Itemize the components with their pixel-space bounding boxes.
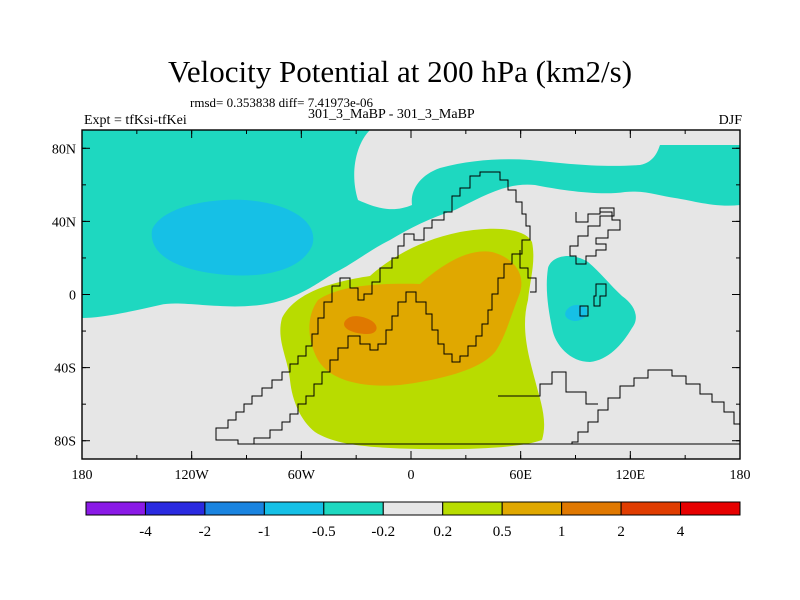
colorbar-box	[85, 501, 146, 516]
x-tick-label: 120E	[616, 468, 646, 483]
colorbar-box	[204, 501, 265, 516]
colorbar-label: -1	[258, 524, 271, 540]
outline-archipelago	[579, 283, 607, 317]
colorbar-box	[263, 501, 325, 516]
colorbar-label: 1	[558, 524, 566, 540]
y-axis: 80N 40N 0 40S 80S	[52, 142, 740, 450]
x-tick-label: 60W	[288, 468, 316, 483]
x-tick-label: 180	[72, 468, 93, 483]
experiment-label: Expt = tfKsi-tfKei	[84, 113, 187, 128]
colorbar-label: 0.2	[433, 524, 452, 540]
x-axis: 180 120W 60W 0 60E 120E 180	[72, 130, 751, 483]
colorbar-box	[323, 501, 384, 516]
colorbar-box	[501, 501, 563, 516]
outline-island-chain	[569, 207, 621, 265]
x-tick-label: 120W	[175, 468, 210, 483]
orange-max	[344, 316, 377, 334]
y-tick-label: 80N	[52, 142, 76, 157]
indian-ocean-cyan	[546, 256, 636, 362]
colorbar-label: -0.5	[312, 524, 336, 540]
outline-southern-interior	[498, 371, 598, 405]
colorbar-label: -0.2	[371, 524, 395, 540]
colorbar-box	[144, 501, 206, 516]
x-tick-label: 0	[408, 468, 415, 483]
colorbar-label: 4	[677, 524, 685, 540]
y-tick-label: 80S	[54, 435, 76, 450]
colorbar: -4 -2 -1 -0.5 -0.2 0.2 0.5 1 2 4	[85, 501, 741, 540]
pacific-blue-low	[151, 199, 314, 276]
y-tick-label: 40N	[52, 215, 76, 230]
case-label: 301_3_MaBP - 301_3_MaBP	[308, 107, 475, 122]
x-tick-label: 60E	[509, 468, 532, 483]
colorbar-label: -2	[199, 524, 212, 540]
colorbar-box	[620, 501, 682, 516]
colorbar-label: 2	[617, 524, 625, 540]
outline-small-peninsula	[519, 250, 537, 293]
colorbar-box	[382, 501, 444, 516]
rmsd-diff-label: rmsd= 0.353838 diff= 7.41973e-06	[190, 95, 374, 110]
season-label: DJF	[718, 113, 742, 128]
contour-fill-layer	[82, 130, 740, 459]
colorbar-label: 0.5	[493, 524, 512, 540]
x-tick-label: 180	[730, 468, 751, 483]
y-tick-label: 0	[69, 289, 76, 304]
colorbar-box	[442, 501, 503, 516]
land-outlines	[215, 171, 740, 445]
chart-title: Velocity Potential at 200 hPa (km2/s)	[167, 54, 633, 89]
colorbar-box	[561, 501, 622, 516]
outline-eastern-landmass	[215, 171, 531, 445]
colorbar-label: -4	[139, 524, 152, 540]
y-tick-label: 40S	[54, 362, 76, 377]
indian-ocean-blue-spot	[565, 304, 588, 321]
colorbar-box	[680, 501, 741, 516]
outline-western-landmass	[571, 369, 740, 445]
